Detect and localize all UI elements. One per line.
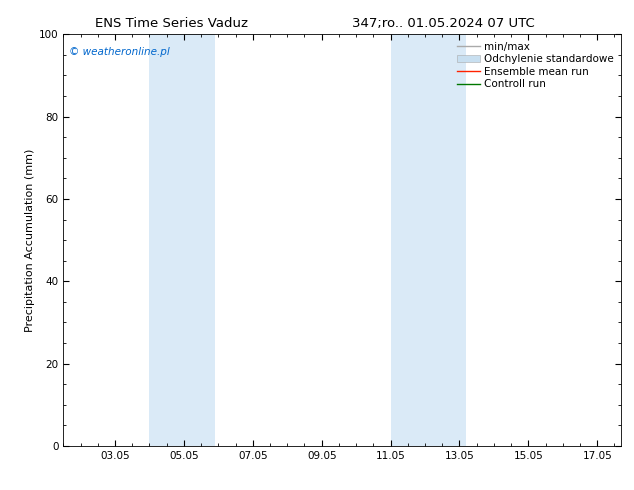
Y-axis label: Precipitation Accumulation (mm): Precipitation Accumulation (mm): [25, 148, 35, 332]
Text: 347;ro.. 01.05.2024 07 UTC: 347;ro.. 01.05.2024 07 UTC: [353, 17, 535, 30]
Legend: min/max, Odchylenie standardowe, Ensemble mean run, Controll run: min/max, Odchylenie standardowe, Ensembl…: [455, 40, 616, 92]
Text: © weatheronline.pl: © weatheronline.pl: [69, 47, 170, 57]
Bar: [150, 34, 215, 446]
Text: ENS Time Series Vaduz: ENS Time Series Vaduz: [94, 17, 248, 30]
Bar: [391, 34, 467, 446]
